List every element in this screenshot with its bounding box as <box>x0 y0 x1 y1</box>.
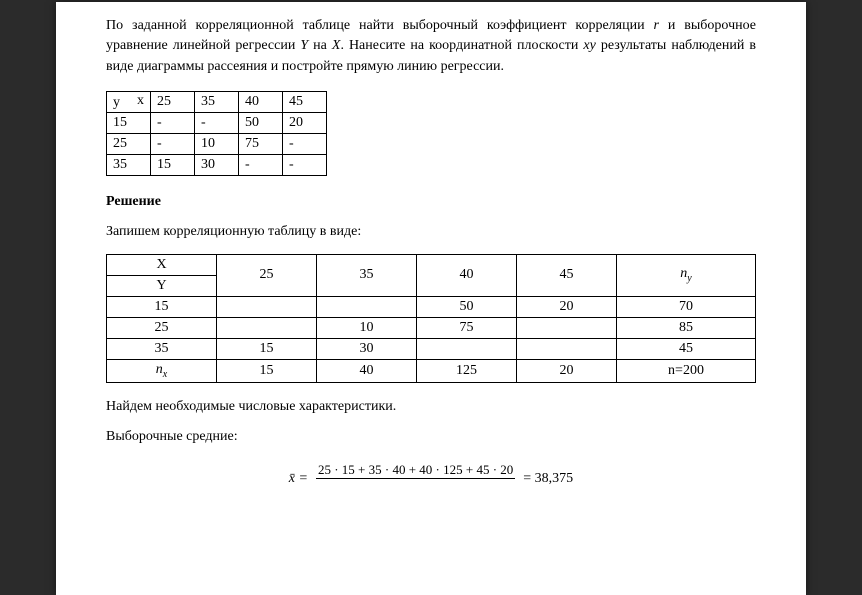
cell: 25 <box>151 91 195 112</box>
cell: 75 <box>239 133 283 154</box>
text-line: Выборочные средние: <box>106 429 756 445</box>
nx-header: nx <box>107 359 217 382</box>
cell <box>217 296 317 317</box>
cell: 20 <box>517 359 617 382</box>
cell: 35 <box>107 154 151 175</box>
cell <box>217 317 317 338</box>
y-label: y <box>113 95 120 111</box>
fraction: 25 · 15 + 35 · 40 + 40 · 125 + 45 · 20 2… <box>316 462 515 495</box>
text-line: Найдем необходимые числовые характеристи… <box>106 399 756 415</box>
cell: n=200 <box>617 359 756 382</box>
lhs: x̄ = <box>289 471 308 487</box>
text: По заданной корреляционной таблице найти… <box>106 18 654 33</box>
cell: 35 <box>107 338 217 359</box>
cell: 35 <box>317 254 417 296</box>
cell: - <box>151 112 195 133</box>
cell: 40 <box>317 359 417 382</box>
cell: 30 <box>195 154 239 175</box>
cell: 85 <box>617 317 756 338</box>
cell: - <box>283 154 327 175</box>
table-row: X 25 35 40 45 ny <box>107 254 756 275</box>
cell: Y <box>107 275 217 296</box>
cell: 45 <box>517 254 617 296</box>
correlation-table-expanded: X 25 35 40 45 ny Y 15 50 20 70 25 10 75 … <box>106 254 756 383</box>
cell: 40 <box>417 254 517 296</box>
cell: 35 <box>195 91 239 112</box>
cell: - <box>283 133 327 154</box>
cell: 15 <box>107 112 151 133</box>
table-row: 35 15 30 - - <box>107 154 327 175</box>
text: на <box>308 38 332 53</box>
document-page: По заданной корреляционной таблице найти… <box>56 2 806 595</box>
cell: 10 <box>317 317 417 338</box>
cell: 40 <box>239 91 283 112</box>
result: = 38,375 <box>523 471 573 487</box>
cell: - <box>239 154 283 175</box>
table-row: 35 15 30 45 <box>107 338 756 359</box>
text: . Нанесите на координатной плоскости <box>340 38 583 53</box>
cell: 25 <box>107 317 217 338</box>
ny-header: ny <box>617 254 756 296</box>
cell: 50 <box>239 112 283 133</box>
var-Y: Y <box>300 38 308 53</box>
cell: 10 <box>195 133 239 154</box>
cell <box>417 338 517 359</box>
intro-text: Запишем корреляционную таблицу в виде: <box>106 224 756 240</box>
cell: 45 <box>283 91 327 112</box>
cell <box>317 296 417 317</box>
cell: 75 <box>417 317 517 338</box>
table-row: 25 - 10 75 - <box>107 133 327 154</box>
table-row: 15 - - 50 20 <box>107 112 327 133</box>
cell: 20 <box>517 296 617 317</box>
cell: 25 <box>217 254 317 296</box>
formula-xbar: x̄ = 25 · 15 + 35 · 40 + 40 · 125 + 45 ·… <box>106 459 756 499</box>
cell: 25 <box>107 133 151 154</box>
cell: 70 <box>617 296 756 317</box>
x-label: x <box>137 93 144 109</box>
cell: 125 <box>417 359 517 382</box>
cell: 45 <box>617 338 756 359</box>
var-xy: xy <box>583 38 595 53</box>
cell: 20 <box>283 112 327 133</box>
cell: - <box>195 112 239 133</box>
table-row: 25 10 75 85 <box>107 317 756 338</box>
cell: X <box>107 254 217 275</box>
table-row: nx 15 40 125 20 n=200 <box>107 359 756 382</box>
cell: 30 <box>317 338 417 359</box>
numerator: 25 · 15 + 35 · 40 + 40 · 125 + 45 · 20 <box>316 462 515 479</box>
cell <box>517 338 617 359</box>
cell: 15 <box>217 359 317 382</box>
correlation-table-input: x y 25 35 40 45 15 - - 50 20 25 - 10 75 … <box>106 91 327 176</box>
problem-statement: По заданной корреляционной таблице найти… <box>106 16 756 77</box>
cell: 15 <box>107 296 217 317</box>
cell <box>517 317 617 338</box>
cell: - <box>151 133 195 154</box>
solution-heading: Решение <box>106 194 756 210</box>
table-row: 15 50 20 70 <box>107 296 756 317</box>
xy-header-cell: x y <box>107 91 151 112</box>
cell: 50 <box>417 296 517 317</box>
cell: 15 <box>217 338 317 359</box>
cell: 15 <box>151 154 195 175</box>
